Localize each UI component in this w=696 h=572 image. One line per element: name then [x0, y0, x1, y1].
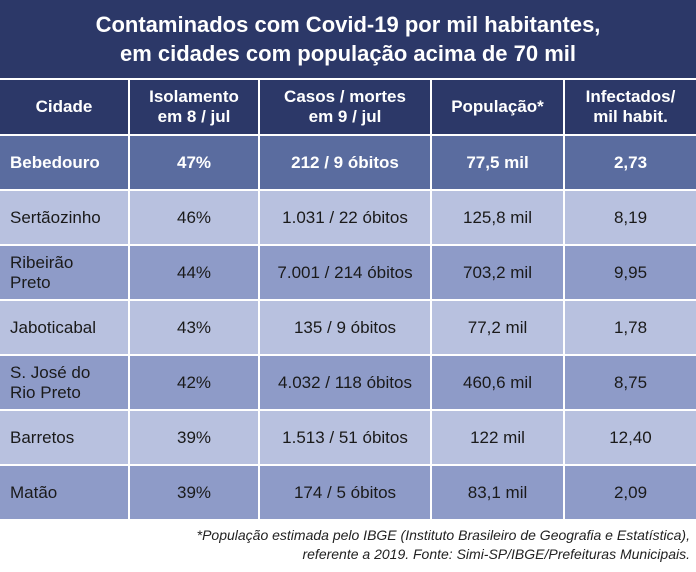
- table-cell: 1.513 / 51 óbitos: [260, 411, 430, 464]
- table-cell: 12,40: [565, 411, 696, 464]
- table-row: Barretos 39% 1.513 / 51 óbitos 122 mil 12,40: [0, 411, 696, 464]
- table-row: Sertãozinho 46% 1.031 / 22 óbitos 125,8 mil…: [0, 191, 696, 244]
- table-row: Matão 39% 174 / 5 óbitos 83,1 mil 2,09: [0, 466, 696, 519]
- table-row: Bebedouro 47% 212 / 9 óbitos 77,5 mil 2,73: [0, 136, 696, 189]
- table-cell: 2,09: [565, 466, 696, 519]
- header-row: Cidade Isolamento em 8 / jul Casos / morte…: [0, 80, 696, 134]
- table-row: Jaboticabal 43% 135 / 9 óbitos 77,2 mil 1,78: [0, 301, 696, 354]
- table-row: Ribeirão Preto 44% 7.001 / 214 óbitos 703,2…: [0, 246, 696, 299]
- table-cell: Ribeirão Preto: [0, 246, 128, 299]
- table-cell: Barretos: [0, 411, 128, 464]
- table-cell: 8,19: [565, 191, 696, 244]
- table-cell: 460,6 mil: [432, 356, 563, 409]
- table-cell: 42%: [130, 356, 258, 409]
- table-cell: Sertãozinho: [0, 191, 128, 244]
- table-cell: 135 / 9 óbitos: [260, 301, 430, 354]
- table-cell: 83,1 mil: [432, 466, 563, 519]
- title: Contaminados com Covid-19 por mil habita…: [0, 0, 696, 78]
- table-cell: 46%: [130, 191, 258, 244]
- data-table: Cidade Isolamento em 8 / jul Casos / morte…: [0, 78, 696, 521]
- header-cell: Casos / mortes em 9 / jul: [260, 80, 430, 134]
- table-cell: 1.031 / 22 óbitos: [260, 191, 430, 244]
- table-cell: 1,78: [565, 301, 696, 354]
- table-cell: 122 mil: [432, 411, 563, 464]
- header-cell: População*: [432, 80, 563, 134]
- table-cell: 39%: [130, 466, 258, 519]
- table-cell: 77,2 mil: [432, 301, 563, 354]
- table-cell: 44%: [130, 246, 258, 299]
- table-cell: Bebedouro: [0, 136, 128, 189]
- table-row: S. José do Rio Preto 42% 4.032 / 118 óbito…: [0, 356, 696, 409]
- table-cell: 174 / 5 óbitos: [260, 466, 430, 519]
- table-cell: 8,75: [565, 356, 696, 409]
- table-cell: 7.001 / 214 óbitos: [260, 246, 430, 299]
- table-cell: 9,95: [565, 246, 696, 299]
- table-cell: 125,8 mil: [432, 191, 563, 244]
- table-cell: Matão: [0, 466, 128, 519]
- table-cell: 703,2 mil: [432, 246, 563, 299]
- footnote: *População estimada pelo IBGE (Instituto…: [196, 527, 690, 562]
- table-cell: 4.032 / 118 óbitos: [260, 356, 430, 409]
- table-cell: 39%: [130, 411, 258, 464]
- table-cell: Jaboticabal: [0, 301, 128, 354]
- header-cell: Isolamento em 8 / jul: [130, 80, 258, 134]
- table-cell: 43%: [130, 301, 258, 354]
- header-cell: Cidade: [0, 80, 128, 134]
- header-cell: Infectados/ mil habit.: [565, 80, 696, 134]
- table-cell: 212 / 9 óbitos: [260, 136, 430, 189]
- table-cell: S. José do Rio Preto: [0, 356, 128, 409]
- table-cell: 47%: [130, 136, 258, 189]
- table-cell: 2,73: [565, 136, 696, 189]
- table-cell: 77,5 mil: [432, 136, 563, 189]
